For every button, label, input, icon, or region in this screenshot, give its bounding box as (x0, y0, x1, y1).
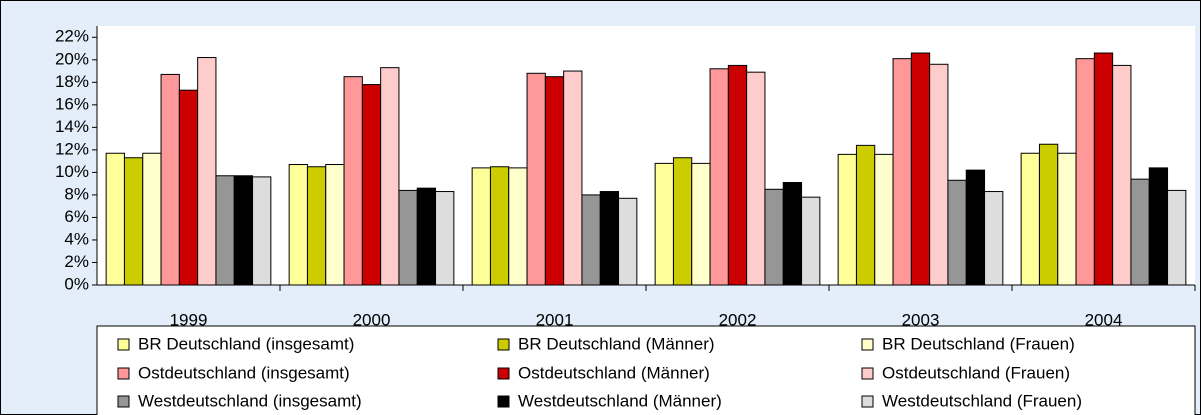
bar (874, 153, 894, 286)
y-tick-label: 20% (55, 49, 89, 68)
legend-label: BR Deutschland (Frauen) (882, 334, 1075, 353)
legend-label: Westdeutschland (Frauen) (882, 391, 1082, 410)
bar (727, 64, 748, 286)
bar (892, 58, 912, 286)
y-tick-label: 2% (64, 252, 89, 271)
bar (782, 182, 803, 286)
bar (1130, 178, 1150, 286)
bar (306, 166, 327, 286)
x-tick-label: 2000 (353, 310, 391, 329)
legend (96, 325, 1196, 415)
bar (1057, 152, 1077, 286)
bar (1093, 52, 1114, 286)
plot-area (97, 26, 1195, 285)
y-tick-label: 22% (55, 27, 89, 46)
legend-label: Westdeutschland (insgesamt) (138, 391, 362, 410)
bar (123, 157, 144, 286)
bar (215, 175, 235, 286)
legend-swatch (497, 395, 510, 408)
bar (801, 196, 821, 286)
bar (361, 84, 382, 286)
legend-swatch (497, 367, 510, 380)
bar (1148, 167, 1169, 286)
y-tick-label: 0% (64, 274, 89, 293)
x-tick-label: 2003 (902, 310, 940, 329)
bar (764, 188, 784, 286)
bar (142, 152, 162, 286)
legend-label: Ostdeutschland (Männer) (518, 363, 710, 382)
legend-swatch (861, 338, 874, 351)
bar (563, 70, 583, 286)
bar (233, 175, 254, 286)
bar (746, 71, 766, 286)
bar (947, 179, 967, 286)
bar (105, 152, 125, 286)
legend-label: Ostdeutschland (Frauen) (882, 363, 1070, 382)
bar (855, 144, 876, 286)
bar (508, 167, 528, 286)
x-tick-label: 2004 (1085, 310, 1123, 329)
x-tick-label: 2001 (536, 310, 574, 329)
bar (1112, 64, 1132, 286)
bar (1038, 143, 1059, 286)
legend-swatch (117, 395, 130, 408)
bar (197, 57, 217, 286)
bar (837, 153, 857, 286)
bar (526, 72, 546, 286)
bar (471, 167, 491, 286)
legend-swatch (861, 367, 874, 380)
legend-swatch (117, 338, 130, 351)
bar (288, 164, 308, 286)
legend-label: Ostdeutschland (insgesamt) (138, 363, 350, 382)
bar (1075, 58, 1095, 286)
bar (398, 189, 418, 286)
bar (910, 52, 931, 286)
bar (489, 166, 510, 286)
bar (544, 76, 565, 286)
y-tick-label: 8% (64, 184, 89, 203)
bar (1167, 189, 1187, 286)
bar (325, 164, 345, 286)
bar (599, 191, 620, 286)
bar (435, 191, 455, 286)
bar (160, 73, 180, 286)
x-tick-label: 1999 (170, 310, 208, 329)
y-tick-label: 10% (55, 162, 89, 181)
x-tick-label: 2002 (719, 310, 757, 329)
bar (929, 63, 949, 286)
bar (691, 162, 711, 286)
legend-label: Westdeutschland (Männer) (518, 391, 722, 410)
legend-label: BR Deutschland (Männer) (518, 334, 715, 353)
y-tick-label: 14% (55, 117, 89, 136)
bar (1020, 152, 1040, 286)
bar (672, 157, 693, 286)
legend-swatch (117, 367, 130, 380)
y-tick-label: 12% (55, 139, 89, 158)
bar (618, 197, 638, 286)
legend-label: BR Deutschland (insgesamt) (138, 334, 354, 353)
bar (380, 67, 400, 286)
bar (178, 89, 199, 286)
bar (984, 191, 1004, 286)
bar (416, 187, 437, 286)
y-tick-label: 18% (55, 72, 89, 91)
bar (654, 162, 674, 286)
bar (581, 194, 601, 286)
bar (252, 176, 272, 286)
bar (343, 76, 363, 286)
legend-swatch (861, 395, 874, 408)
bar (965, 169, 986, 286)
legend-swatch (497, 338, 510, 351)
y-tick-label: 16% (55, 94, 89, 113)
bar (709, 68, 729, 286)
y-tick-label: 4% (64, 229, 89, 248)
y-tick-label: 6% (64, 207, 89, 226)
